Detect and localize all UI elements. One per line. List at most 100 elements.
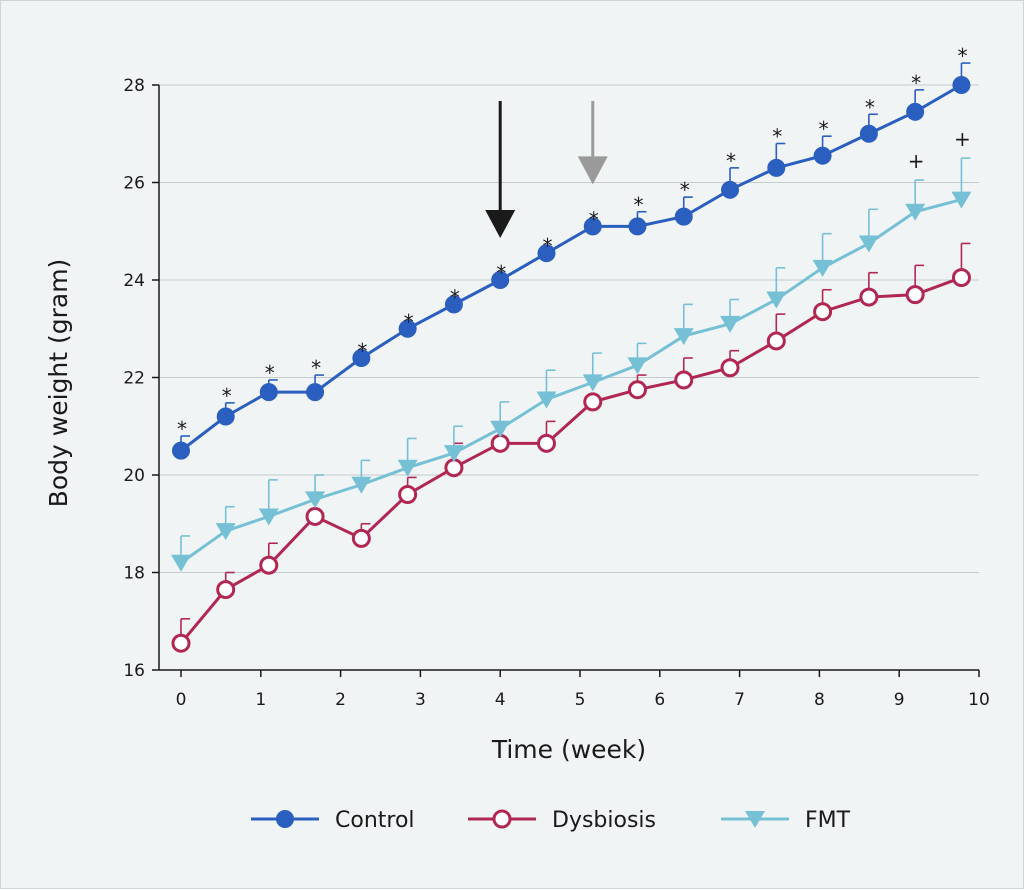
data-point [259,383,278,402]
data-point [813,146,832,165]
legend-label: Dysbiosis [552,808,656,833]
data-point [627,357,648,375]
data-point [443,445,464,463]
data-point [720,315,741,333]
data-point [305,506,325,526]
data-point [767,158,786,177]
data-point [172,441,190,460]
legend-label: FMT [805,808,851,833]
legend-marker [492,809,512,829]
significance-mark: * [589,207,599,231]
data-point [951,191,972,209]
x-tick-label: 9 [894,690,905,710]
significance-mark: * [819,117,829,141]
event-arrows [485,101,608,238]
data-point [536,433,556,453]
x-tick-label: 7 [734,690,745,710]
data-point [583,392,603,412]
x-tick-label: 1 [255,690,266,710]
significance-mark: * [542,234,552,258]
data-point [674,207,693,226]
data-point [351,476,372,494]
series-line [180,198,962,564]
data-point [859,287,879,307]
data-point [673,328,694,346]
x-tick-label: 5 [575,690,586,710]
y-tick-label: 28 [123,76,145,96]
y-tick-label: 16 [123,661,145,681]
data-point [351,528,371,548]
significance-mark: * [222,384,232,408]
data-point [766,331,786,351]
data-point [215,523,236,541]
legend: Control Dysbiosis FMT [251,808,851,833]
y-tick-label: 26 [123,174,145,194]
data-point [627,380,647,400]
y-tick-label: 24 [123,271,145,291]
significance-mark: * [726,149,736,173]
data-point [720,358,740,378]
significance-mark: * [680,178,690,202]
significance-mark: * [450,285,460,309]
series-dysbiosis [171,242,971,653]
data-point [582,374,603,392]
data-point [398,319,417,338]
legend-item-dysbiosis: Dysbiosis [468,808,656,833]
data-point [951,268,971,288]
data-point [628,217,647,236]
data-point [216,580,236,600]
arrow-head-0 [485,210,516,238]
data-series: ++*** *********** **** [171,44,972,653]
y-tick-label: 22 [123,369,145,389]
x-axis-title: Time (week) [491,735,646,764]
data-point [812,259,833,277]
data-point [490,420,511,438]
series-line [180,83,963,452]
data-point [352,349,371,367]
data-point [305,491,326,509]
arrow-head-1 [577,156,608,185]
data-point [674,370,694,390]
y-tick-label: 18 [123,564,145,584]
data-point [491,271,510,289]
data-point [858,235,879,253]
significance-mark: * [404,310,414,334]
x-tick-label: 4 [495,690,506,710]
grid-lines [159,84,979,573]
significance-mark: * [357,339,367,363]
data-point [721,180,740,199]
significance-mark: * [911,71,921,95]
x-tick-label: 3 [415,690,426,710]
data-point [397,459,418,477]
y-axis-title: Body weight (gram) [44,259,73,508]
data-point [906,102,925,121]
data-point [490,433,510,453]
x-tick-label: 10 [968,690,990,710]
data-point [952,76,971,94]
data-point [259,555,279,575]
significance-mark: + [954,127,971,151]
data-point [171,554,191,572]
significance-mark: * [496,261,506,285]
data-point [813,302,833,322]
data-point [258,508,279,526]
data-point [537,244,556,263]
significance-mark: * [265,361,275,385]
data-point [905,203,926,221]
data-point [398,485,418,504]
significance-mark: * [865,95,875,119]
data-point [444,458,464,478]
data-point [536,391,557,409]
y-tick-label: 20 [123,466,145,486]
data-point [859,124,878,143]
significance-mark: * [957,44,967,68]
series-line [179,276,962,645]
significance-mark: * [633,193,643,217]
data-point [905,285,925,305]
data-point [766,291,787,309]
x-tick-label: 2 [335,690,346,710]
data-point [306,383,325,402]
significance-mark: * [311,356,321,380]
